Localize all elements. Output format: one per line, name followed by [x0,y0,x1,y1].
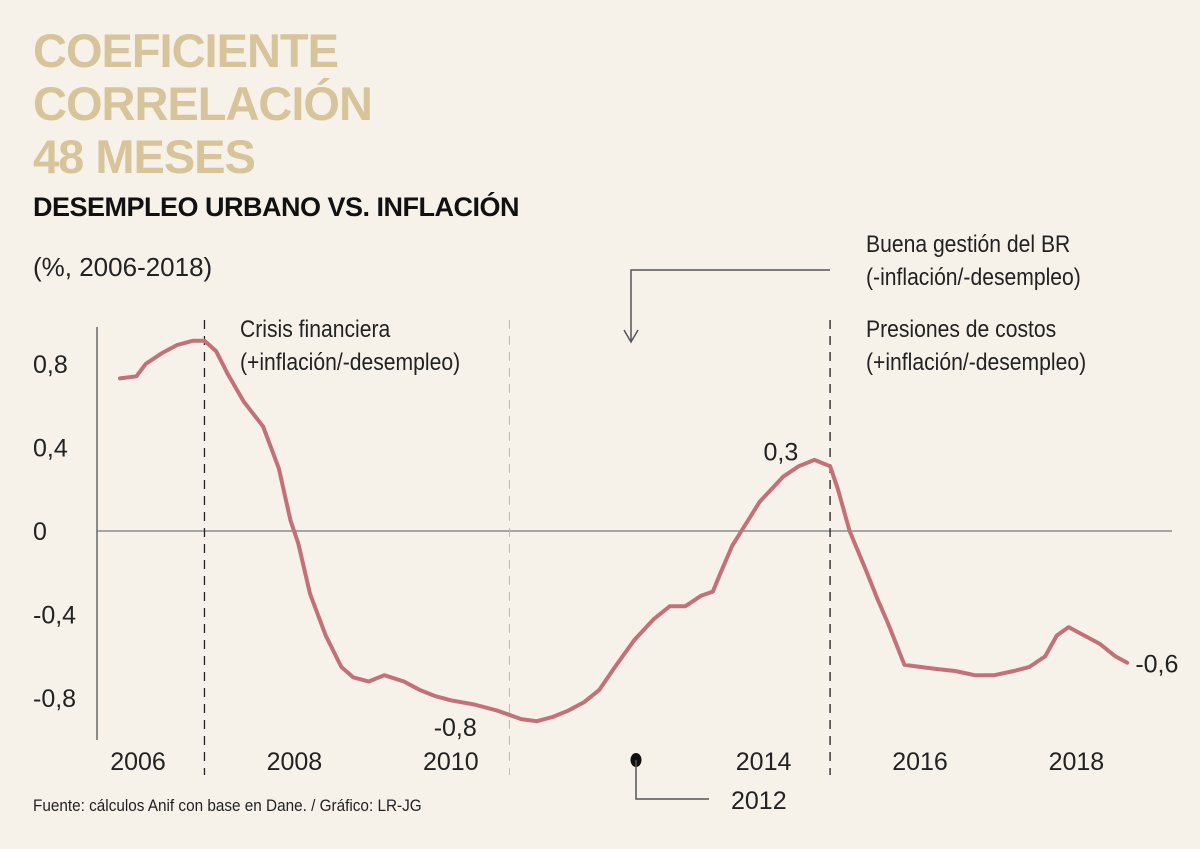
annotation-presiones: Presiones de costos (+inflación/-desempl… [866,313,1086,379]
data-label: -0,8 [434,714,477,742]
annotation-buena-gestion-detail: (-inflación/-desempleo) [866,264,1081,291]
x-tick-label: 2014 [736,748,792,776]
chart-title-line-1: COEFICIENTE [33,24,339,77]
x-tick-label: 2018 [1049,748,1105,776]
x-tick-label: 2008 [267,748,323,776]
y-tick-label: -0,8 [33,685,76,713]
data-label: 0,3 [763,438,798,466]
series-line-correlation [118,338,1130,724]
annotation-buena-gestion: Buena gestión del BR (-inflación/-desemp… [866,228,1081,294]
chart-subtitle: DESEMPLEO URBANO VS. INFLACIÓN [33,192,520,222]
axes [96,327,1172,740]
y-tick-label: -0,4 [33,602,76,630]
chart-title-line-2: CORRELACIÓN [33,77,373,130]
annotation-presiones-title: Presiones de costos [866,316,1057,343]
units-label: (%, 2006-2018) [33,252,213,282]
annotation-crisis: Crisis financiera (+inflación/-desempleo… [240,313,460,379]
y-tick-label: 0,4 [33,434,68,462]
year-2012-callout: 2012 [630,753,787,815]
x-tick-label: 2006 [110,748,166,776]
source-footnote: Fuente: cálculos Anif con base en Dane. … [33,796,422,815]
x-tick-label: 2010 [423,748,479,776]
annotation-buena-gestion-title: Buena gestión del BR [866,231,1071,258]
annotation-presiones-detail: (+inflación/-desempleo) [866,349,1087,376]
annotation-crisis-detail: (+inflación/-desempleo) [240,349,461,376]
y-tick-label: 0,8 [33,351,68,379]
chart-title-line-3: 48 MESES [33,130,256,183]
x-tick-label: 2016 [892,748,948,776]
callout-leader-line [635,760,709,800]
y-tick-label: 0 [33,518,47,546]
callout-year-label: 2012 [731,787,787,815]
buena-gestion-arrow-icon [623,269,830,344]
annotation-crisis-title: Crisis financiera [240,316,391,343]
data-label: -0,6 [1135,650,1178,678]
